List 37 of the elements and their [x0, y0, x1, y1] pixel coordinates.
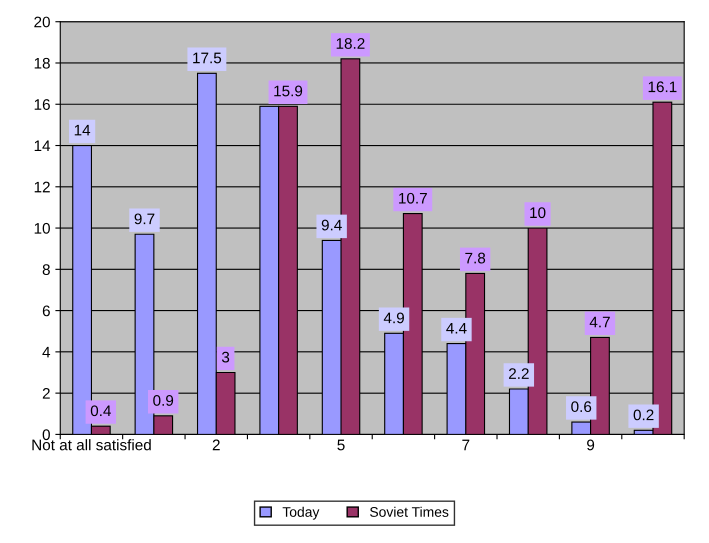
- data-label: 10: [530, 207, 546, 218]
- data-label: 0.9: [153, 395, 174, 406]
- data-label: 17.5: [193, 52, 222, 64]
- x-tick-label: Not at all satisfied: [32, 439, 151, 450]
- data-label: 0.2: [634, 409, 654, 420]
- legend-label: Soviet Times: [370, 506, 448, 517]
- data-label: 9.7: [134, 213, 154, 224]
- data-label: 4.4: [446, 322, 467, 334]
- data-label: 2.2: [508, 368, 529, 379]
- y-tick-label: 12: [34, 182, 50, 192]
- y-tick-label: 2: [42, 388, 50, 399]
- y-tick-label: 10: [34, 222, 50, 234]
- data-label: 10.7: [399, 192, 427, 204]
- y-tick-label: 18: [34, 58, 50, 69]
- data-label: 18.2: [336, 38, 364, 49]
- x-tick-label: 5: [337, 440, 345, 450]
- x-tick-label: 9: [587, 440, 594, 450]
- y-tick-label: 20: [34, 16, 50, 28]
- data-label: 4.9: [384, 312, 404, 324]
- y-tick-label: 8: [42, 264, 50, 276]
- y-tick-label: 4: [42, 346, 50, 358]
- x-tick-label: 2: [212, 440, 220, 450]
- data-label: 0.4: [90, 405, 111, 416]
- data-label: 16.1: [648, 81, 676, 92]
- y-tick-label: 0: [42, 429, 50, 440]
- y-tick-label: 6: [42, 305, 50, 316]
- data-label: 15.9: [274, 86, 302, 96]
- data-label: 14: [74, 124, 90, 136]
- data-label: 4.7: [590, 316, 610, 328]
- data-label: 3: [222, 352, 230, 363]
- y-tick-label: 16: [34, 99, 50, 110]
- data-label: 0.6: [571, 401, 592, 412]
- x-tick-label: 7: [462, 440, 470, 450]
- data-label: 7.8: [465, 252, 486, 264]
- data-label: 9.4: [322, 220, 342, 230]
- legend-label: Today: [282, 506, 320, 520]
- y-tick-label: 14: [34, 140, 50, 152]
